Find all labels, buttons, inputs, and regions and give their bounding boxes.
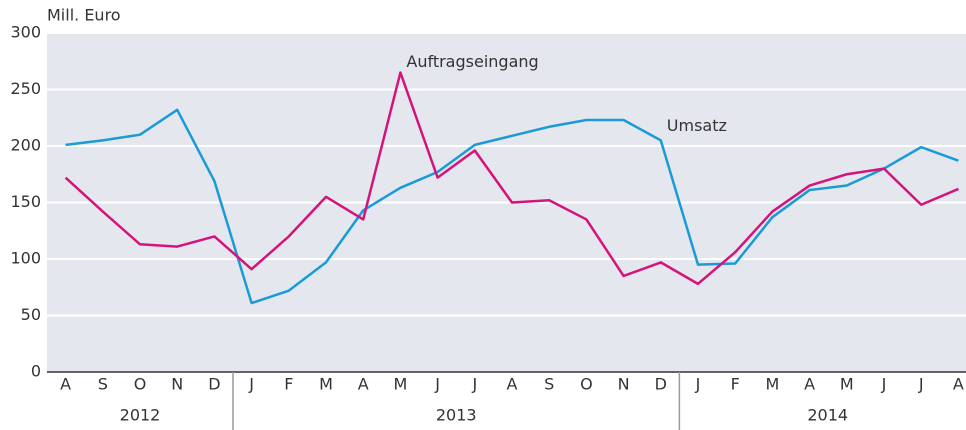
series-line — [64, 71, 959, 286]
y-tick-label: 300 — [10, 23, 41, 42]
x-tick-label: A — [804, 375, 815, 394]
y-axis-label: Mill. Euro — [47, 6, 121, 25]
x-tick-label: M — [393, 375, 407, 394]
x-tick-label: D — [208, 375, 220, 394]
x-tick-label: J — [695, 375, 701, 394]
year-label: 2013 — [436, 406, 477, 425]
year-label: 2014 — [807, 406, 848, 425]
x-tick-label: A — [953, 375, 964, 394]
x-tick-label: F — [284, 375, 293, 394]
x-tick-label: O — [134, 375, 147, 394]
y-tick-label: 250 — [10, 79, 41, 98]
y-tick-label: 100 — [10, 249, 41, 268]
y-tick-label: 0 — [31, 362, 41, 381]
x-tick-label: M — [319, 375, 333, 394]
y-tick-label: 200 — [10, 136, 41, 155]
x-tick-label: S — [544, 375, 554, 394]
x-tick-label: M — [765, 375, 779, 394]
x-tick-label: O — [580, 375, 593, 394]
series-line — [65, 108, 959, 305]
x-tick-label: J — [471, 375, 477, 394]
x-tick-label: A — [358, 375, 369, 394]
x-tick-label: J — [434, 375, 440, 394]
x-tick-label: N — [171, 375, 183, 394]
x-tick-label: A — [507, 375, 518, 394]
x-tick-label: D — [655, 375, 667, 394]
y-tick-label: 150 — [10, 192, 41, 211]
year-label: 2012 — [120, 406, 161, 425]
x-tick-label: A — [60, 375, 71, 394]
x-tick-label: J — [918, 375, 924, 394]
x-tick-label: S — [98, 375, 108, 394]
series-label: Umsatz — [667, 116, 727, 135]
x-tick-label: N — [618, 375, 630, 394]
series-label: Auftragseingang — [406, 52, 538, 71]
x-tick-label: M — [840, 375, 854, 394]
x-tick-label: J — [881, 375, 887, 394]
y-tick-label: 50 — [21, 305, 41, 324]
x-tick-label: J — [248, 375, 254, 394]
x-tick-label: F — [731, 375, 740, 394]
